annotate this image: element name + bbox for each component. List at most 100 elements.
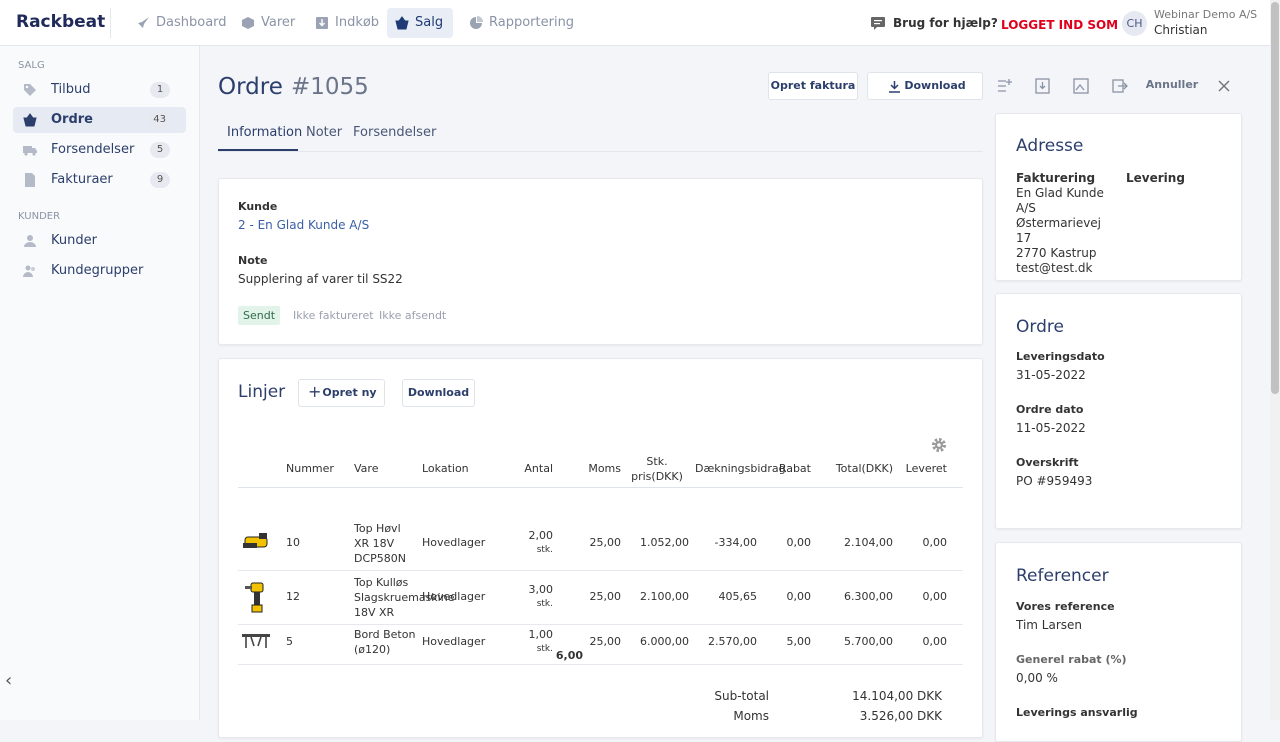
sidebar-item[interactable]: Ordre 43	[13, 107, 186, 133]
nav-item[interactable]: Rapportering	[461, 8, 584, 38]
row-rule	[238, 624, 963, 625]
field-value: 11-05-2022	[1016, 421, 1086, 435]
sidebar-item[interactable]: Fakturaer 9	[13, 167, 186, 193]
collapse-icon[interactable]: ‹	[5, 670, 13, 691]
column-header: Rabat	[778, 462, 811, 475]
info-card: Kunde 2 - En Glad Kunde A/S Note Suppler…	[218, 178, 983, 345]
nav-item[interactable]: Salg	[387, 8, 454, 38]
cell-location: Hovedlager	[422, 635, 486, 648]
cancel-button[interactable]: Annuller	[1145, 78, 1199, 91]
status-tag: Ikke faktureret	[293, 309, 374, 322]
billing-address: En Glad Kunde A/S Østermarievej 17 2770 Ka…	[1016, 186, 1111, 276]
sidebar-item[interactable]: Tilbud 1	[13, 77, 186, 103]
sidebar-item[interactable]: Kunder	[13, 228, 186, 254]
sidebar-label: Kunder	[51, 233, 97, 248]
cell-margin: 405,65	[718, 590, 758, 603]
cell-discount: 5,00	[786, 635, 812, 648]
icon	[242, 17, 254, 29]
cell-item[interactable]: Top Kulløs Slagskruemaskine 18V XR	[354, 576, 455, 619]
column-header: Moms	[588, 462, 621, 475]
address-title: Adresse	[1016, 136, 1084, 156]
cell-delivered: 0,00	[922, 635, 948, 648]
help-link[interactable]: Brug for hjælp?	[893, 16, 998, 30]
cell-number: 5	[286, 635, 293, 648]
product-image	[243, 533, 268, 548]
avatar[interactable]: CH	[1122, 11, 1147, 36]
customer-link[interactable]: 2 - En Glad Kunde A/S	[238, 218, 370, 232]
icon	[138, 17, 149, 28]
count-badge: 43	[149, 112, 170, 128]
invoice-button[interactable]: Opret faktura	[768, 72, 858, 100]
sidebar-label: Tilbud	[51, 82, 91, 97]
sidebar-label: Forsendelser	[51, 142, 135, 157]
address-line: 2770 Kastrup	[1016, 246, 1097, 260]
icon	[23, 146, 37, 156]
nav-label: Dashboard	[156, 15, 227, 30]
plus-icon: +	[308, 382, 322, 401]
tab[interactable]: Information	[227, 125, 303, 140]
cell-number: 10	[286, 536, 300, 549]
settings-icon[interactable]	[931, 437, 947, 453]
sidebar: SALG Tilbud 1 Ordre 43 Forsendelser 5 Fakturaer…	[0, 46, 200, 720]
note-label: Note	[238, 254, 268, 267]
icon	[395, 16, 409, 30]
icon	[24, 235, 36, 247]
address-card: Adresse Fakturering Levering En Glad Kun…	[995, 113, 1242, 281]
icon	[316, 17, 328, 29]
cell-vat: 25,00	[589, 536, 622, 549]
summary-value: 14.104,00 DKK	[852, 689, 942, 703]
cell-margin: 2.570,00	[708, 635, 757, 648]
cell-qty: 1,00	[528, 628, 554, 641]
nav-item[interactable]: Indkøb	[307, 8, 389, 38]
field-value: Tim Larsen	[1016, 618, 1083, 632]
scrollbar[interactable]	[1270, 0, 1280, 720]
cell-total: 5.700,00	[844, 635, 893, 648]
nav-label: Rapportering	[489, 15, 575, 30]
top-nav: Rackbeat Dashboard Varer Indkøb Salg Rapport…	[0, 0, 1270, 46]
header-rule	[238, 487, 963, 488]
lines-download[interactable]: Download	[402, 379, 475, 407]
cell-location: Hovedlager	[422, 536, 486, 549]
tab[interactable]: Forsendelser	[353, 125, 437, 140]
tab[interactable]: Noter	[306, 125, 343, 140]
column-header: Total(DKK)	[835, 462, 893, 475]
column-header: Lokation	[422, 462, 469, 475]
cell-item[interactable]: Bord Beton (ø120)	[354, 628, 416, 656]
brand[interactable]: Rackbeat	[16, 12, 106, 32]
field-value: 0,00 %	[1016, 671, 1058, 685]
close-icon[interactable]	[1218, 80, 1230, 92]
summary-label: Moms	[733, 709, 769, 723]
total-qty: 6,00	[555, 649, 583, 662]
field-label: Generel rabat (%)	[1016, 653, 1127, 666]
cell-price: 6.000,00	[640, 635, 689, 648]
cell-vat: 25,00	[589, 635, 622, 648]
nav-item[interactable]: Varer	[233, 8, 305, 38]
field-label: Leverings ansvarlig	[1016, 706, 1138, 719]
field-value: PO #959493	[1016, 474, 1093, 488]
help-icon	[871, 17, 885, 30]
create-button[interactable]: + Opret ny	[298, 379, 385, 407]
cell-qty: 3,00	[528, 583, 554, 596]
logged-in: LOGGET IND SOM	[1001, 18, 1119, 32]
scroll-thumb[interactable]	[1271, 2, 1279, 394]
tab-underline	[218, 149, 298, 151]
nav-item[interactable]: Dashboard	[128, 8, 237, 38]
toolbar-icons	[998, 78, 1128, 94]
status-tag: Ikke afsendt	[379, 309, 447, 322]
nav-label: Indkøb	[335, 15, 380, 30]
count-badge: 9	[150, 172, 170, 188]
sidebar-item[interactable]: Forsendelser 5	[13, 137, 186, 163]
note: Supplering af varer til SS22	[238, 272, 403, 286]
tab-rule	[218, 151, 983, 152]
sidebar-item[interactable]: Kundegrupper	[13, 258, 186, 284]
cell-total: 6.300,00	[844, 590, 893, 603]
column-header: Vare	[354, 462, 379, 475]
download-button[interactable]: Download	[867, 72, 983, 100]
icon	[470, 16, 483, 29]
cell-item[interactable]: Top Høvl XR 18V DCP580N	[354, 522, 407, 565]
icon	[23, 113, 37, 127]
cell-unit: stk.	[536, 545, 553, 555]
field-label: Leveringsdato	[1016, 350, 1105, 363]
